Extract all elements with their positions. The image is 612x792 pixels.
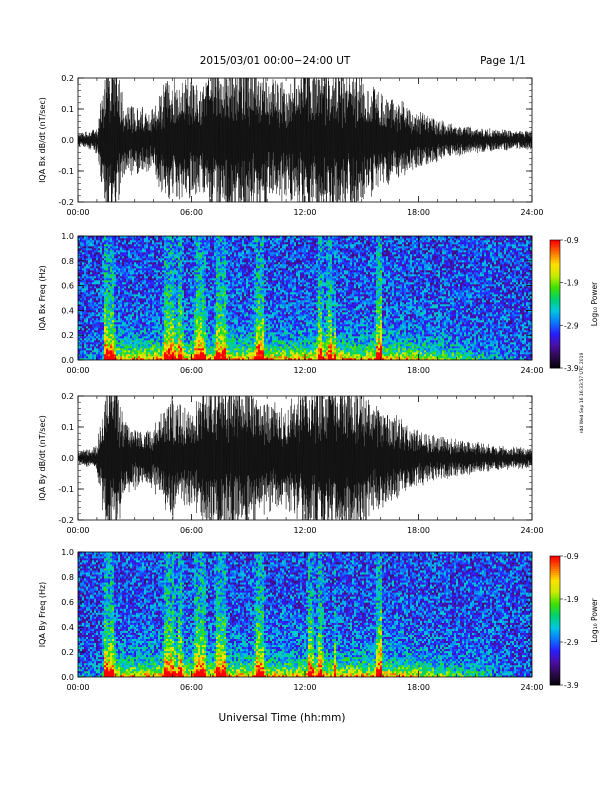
y-axis-title: IQA Bx Freq (Hz): [38, 265, 47, 331]
y-tick-label: 0.1: [61, 423, 74, 432]
y-tick-label: 0.4: [61, 623, 74, 632]
dbdt-trace: [78, 396, 532, 520]
x-tick-label: 12:00: [293, 208, 316, 217]
x-tick-label: 18:00: [407, 526, 430, 535]
x-tick-label: 18:00: [407, 208, 430, 217]
colorbar-tick-label: -2.9: [564, 321, 579, 330]
colorbar-title: Log₁₀ Power: [590, 597, 599, 642]
x-tick-label: 18:00: [407, 683, 430, 692]
y-axis-title: IQA Bx dB/dt (nT/sec): [38, 97, 47, 183]
y-axis: 0.0 0.2 0.4 0.6 0.8 1.0: [61, 548, 532, 682]
colorbar: -0.9 -1.9 -2.9 -3.9 Log₁₀ Power: [549, 552, 599, 690]
y-tick-label: 0.6: [61, 598, 74, 607]
y-tick-label: -0.2: [58, 198, 74, 207]
x-tick-label: 06:00: [180, 366, 203, 375]
panel-by-spectrogram: 00:00 06:00 12:00 18:00 24:00 0.0 0.2 0.4 0.6 0.8…: [38, 548, 544, 692]
y-tick-label: -0.2: [58, 516, 74, 525]
y-axis-title: IQA By dB/dt (nT/sec): [38, 415, 47, 501]
x-tick-label: 06:00: [180, 208, 203, 217]
y-axis: -0.2 -0.1 0.0 0.1 0.2: [58, 74, 532, 207]
x-axis-title: Universal Time (hh:mm): [219, 712, 346, 724]
y-tick-label: 0.1: [61, 105, 74, 114]
colorbar-title: Log₁₀ Power: [590, 281, 599, 326]
y-tick-label: 0.8: [61, 573, 74, 582]
x-tick-label: 18:00: [407, 366, 430, 375]
y-tick-label: -0.1: [58, 485, 74, 494]
y-tick-label: 0.2: [61, 74, 74, 83]
figure-title: 2015/03/01 00:00−24:00 UT: [200, 55, 351, 67]
x-tick-label: 06:00: [180, 683, 203, 692]
colorbar-tick-label: -1.9: [564, 595, 579, 604]
y-axis: 0.0 0.2 0.4 0.6 0.8 1.0: [61, 232, 532, 365]
y-tick-label: 1.0: [61, 548, 74, 557]
y-axis: -0.2 -0.1 0.0 0.1 0.2: [58, 392, 532, 525]
x-tick-label: 12:00: [293, 366, 316, 375]
colorbar-tick-label: -1.9: [564, 279, 579, 288]
x-tick-label: 00:00: [66, 208, 89, 217]
creation-stamp: rdd Wed Sep 16 16:33:57 UTC 2019: [579, 353, 585, 434]
dbdt-trace: [78, 78, 532, 202]
y-tick-label: 0.2: [61, 392, 74, 401]
x-tick-label: 00:00: [66, 526, 89, 535]
panel-bx-dbdt: 00:00 06:00 12:00 18:00 24:00-0.2-0.10.00.10…: [38, 74, 544, 217]
y-tick-label: 0.6: [61, 282, 74, 291]
x-axis: 00:00 06:00 12:00 18:00 24:00: [66, 78, 544, 217]
y-tick-label: 0.8: [61, 257, 74, 266]
y-tick-label: 1.0: [61, 232, 74, 241]
y-tick-label: 0.0: [61, 673, 74, 682]
spectrogram-cells: [78, 552, 532, 677]
x-tick-label: 24:00: [520, 208, 543, 217]
colorbar-tick-label: -0.9: [564, 236, 579, 245]
y-tick-label: 0.2: [61, 648, 74, 657]
x-axis: 00:00 06:00 12:00 18:00 24:00: [66, 236, 544, 375]
colorbar-tick-label: -2.9: [564, 638, 579, 647]
panel-by-dbdt: 00:00 06:00 12:00 18:00 24:00-0.2-0.10.00.10…: [38, 392, 544, 535]
x-tick-label: 24:00: [520, 683, 543, 692]
x-tick-label: 00:00: [66, 683, 89, 692]
y-axis-title: IQA By Freq (Hz): [38, 582, 47, 648]
panel-bx-spectrogram: 00:00 06:00 12:00 18:00 24:00 0.0 0.2 0.4 0.6 0.8…: [38, 232, 544, 375]
x-axis: 00:00 06:00 12:00 18:00 24:00: [66, 396, 544, 535]
x-tick-label: 24:00: [520, 526, 543, 535]
y-tick-label: 0.2: [61, 331, 74, 340]
spectrogram-cells: [78, 236, 532, 360]
y-tick-label: 0.0: [61, 454, 74, 463]
panels: 00:00 06:00 12:00 18:00 24:00-0.2-0.10.00.10…: [38, 74, 544, 692]
x-axis: 00:00 06:00 12:00 18:00 24:00: [66, 552, 544, 692]
y-tick-label: -0.1: [58, 167, 74, 176]
x-tick-label: 24:00: [520, 366, 543, 375]
page-indicator: Page 1/1: [480, 55, 526, 67]
x-tick-label: 12:00: [293, 526, 316, 535]
colorbar-tick-label: -3.9: [564, 364, 579, 373]
y-tick-label: 0.4: [61, 306, 74, 315]
colorbar-tick-label: -3.9: [564, 681, 579, 690]
x-tick-label: 06:00: [180, 526, 203, 535]
colorbar: -0.9 -1.9 -2.9 -3.9 Log₁₀ Power: [549, 236, 599, 373]
x-tick-label: 00:00: [66, 366, 89, 375]
x-tick-label: 12:00: [293, 683, 316, 692]
y-tick-label: 0.0: [61, 136, 74, 145]
y-tick-label: 0.0: [61, 356, 74, 365]
colorbar-tick-label: -0.9: [564, 552, 579, 561]
